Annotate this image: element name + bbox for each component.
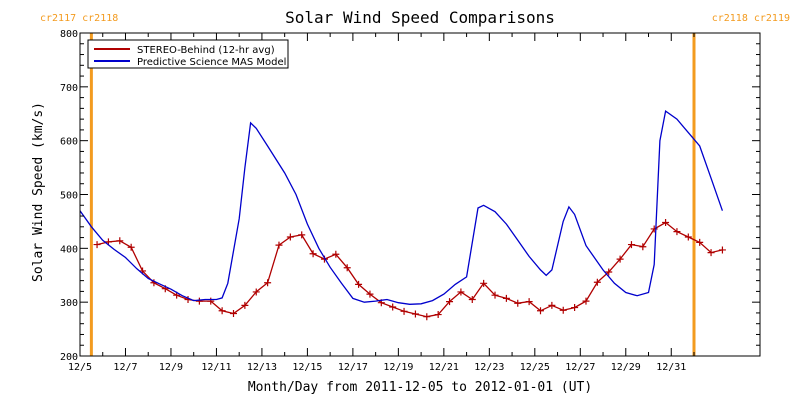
series-1-point-39 [525,298,533,306]
series-1-point-41 [548,301,556,309]
x-tick-label-4: 12/11 [201,362,231,373]
series-1-point-22 [332,250,340,258]
series-1-point-52 [673,228,681,236]
x-tick-label-5: 12/13 [247,362,277,373]
legend-label-1: STEREO-Behind (12-hr avg) [137,45,275,56]
series-1-point-25 [366,290,374,298]
series-1-point-28 [400,307,408,315]
series-1-point-24 [355,280,363,288]
x-tick-label-7: 12/17 [338,362,368,373]
series-1-point-35 [480,279,488,287]
series-1-point-51 [662,218,670,226]
series-1-point-38 [514,299,522,307]
legend-box [87,39,289,69]
y-tick-label-2: 300 [60,298,78,309]
y-axis-label: Solar Wind Speed (km/s) [31,102,46,282]
x-tick-label-1: 12/5 [68,362,92,373]
x-tick-label-11: 12/25 [520,362,550,373]
x-tick-label-8: 12/19 [383,362,413,373]
x-tick-label-6: 12/15 [292,362,322,373]
series-1-point-15 [252,288,260,296]
series-1-point-32 [446,298,454,306]
series-1-point-44 [582,297,590,305]
series-1-point-34 [468,295,476,303]
series-1-point-20 [309,250,317,258]
legend: STEREO-Behind (12-hr avg)Predictive Scie… [87,39,289,69]
x-tick-label-2: 12/7 [113,362,137,373]
x-tick-label-13: 12/29 [611,362,641,373]
series-1-point-37 [502,294,510,302]
series-line-2 [80,109,724,305]
series-1-point-49 [639,243,647,251]
series-1-point-47 [616,255,624,263]
series-1-point-30 [423,313,431,321]
series-1-point-1 [93,241,101,249]
series-1-point-23 [343,264,351,272]
x-tick-label-9: 12/21 [429,362,459,373]
series-1-point-45 [593,278,601,286]
series-1-point-14 [241,301,249,309]
series-1-point-40 [537,307,544,315]
chart-title: Solar Wind Speed Comparisons [285,8,555,27]
x-tick-label-3: 12/9 [159,362,183,373]
series-1-point-4 [127,243,135,251]
series-1-point-13 [230,309,237,317]
series-1-point-43 [571,304,579,312]
legend-label-2: Predictive Science MAS Model [137,57,286,68]
series-1-point-31 [434,311,442,319]
series-line-1 [96,221,723,318]
carrington-marker-label-1: cr2117 cr2118 [40,13,118,24]
series-1-point-16 [264,279,272,287]
series-1-point-18 [286,233,294,241]
series-1-point-50 [650,225,658,233]
series-1-point-48 [627,241,635,249]
series-1-point-27 [389,303,397,311]
y-tick-label-1: 200 [60,352,78,363]
y-tick-label-7: 800 [60,29,78,40]
series-1-point-12 [218,307,226,315]
series-1-point-55 [707,249,715,257]
series-1-point-42 [559,306,567,314]
y-tick-label-4: 500 [60,191,78,202]
series-1-point-46 [605,268,613,276]
carrington-marker-label-2: cr2118 cr2119 [712,13,790,24]
y-tick-label-6: 700 [60,83,78,94]
x-tick-label-10: 12/23 [474,362,504,373]
x-tick-label-12: 12/27 [565,362,595,373]
series-1-point-19 [298,231,306,239]
x-tick-label-14: 12/31 [656,362,686,373]
series-1-point-53 [684,233,692,241]
y-tick-label-3: 400 [60,244,78,255]
series-1-point-56 [718,246,726,254]
plot-area: cr2117 cr2118 cr2118 cr2119 200 300 400 500 60… [40,13,790,373]
series-1-point-11 [207,297,215,305]
x-axis-label: Month/Day from 2011-12-05 to 2012-01-01 … [248,380,592,395]
series-1-point-36 [491,291,499,299]
series-1-point-10 [195,297,203,305]
series-1-point-54 [696,238,704,246]
series-1-point-29 [411,310,419,318]
series-1-point-33 [457,288,465,296]
series-1-point-17 [275,241,283,249]
y-tick-label-5: 600 [60,137,78,148]
series-1-point-3 [116,237,124,245]
